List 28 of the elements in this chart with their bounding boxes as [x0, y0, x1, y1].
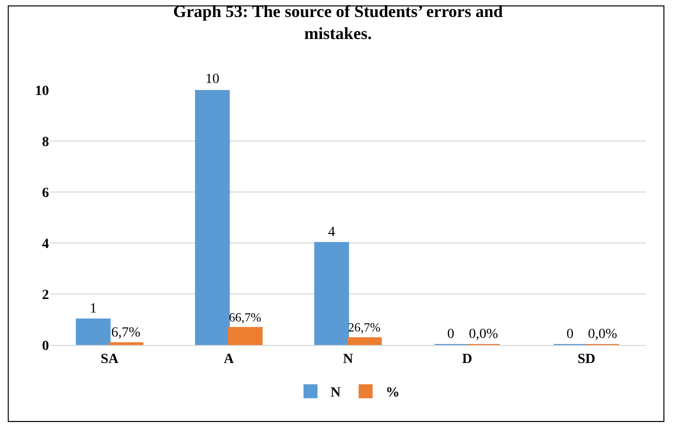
x-tick-label: N: [342, 352, 354, 367]
y-tick-label: 4: [42, 236, 49, 252]
x-tick-label: D: [462, 352, 472, 367]
data-label: 0,0%: [588, 327, 618, 342]
y-tick-label: 0: [42, 338, 49, 354]
data-label: 10: [205, 72, 220, 87]
data-label: 0: [566, 327, 574, 342]
chart-title: Graph 53: The source of Students’ errors and mistakes.: [173, 2, 504, 44]
data-label: 1: [90, 302, 97, 316]
legend-label: N: [330, 386, 341, 401]
bar: [195, 90, 230, 345]
bar: [76, 318, 111, 345]
bar: [347, 337, 382, 345]
x-tick-label: SD: [577, 352, 596, 367]
y-tick-label: 6: [42, 186, 49, 201]
data-label: 0: [447, 327, 454, 342]
y-tick-label: 8: [42, 134, 49, 150]
bar: [228, 326, 263, 345]
y-tick-label: 10: [35, 84, 49, 99]
x-tick-label: SA: [100, 352, 120, 367]
data-label: 66,7%: [228, 310, 262, 324]
data-label: 6,7%: [111, 325, 141, 340]
x-tick-label: A: [224, 352, 235, 367]
data-label: 4: [328, 225, 336, 240]
data-label: 0,0%: [468, 327, 498, 342]
y-tick-label: 2: [42, 288, 49, 303]
bar: [314, 242, 349, 345]
legend-label: %: [386, 386, 400, 401]
